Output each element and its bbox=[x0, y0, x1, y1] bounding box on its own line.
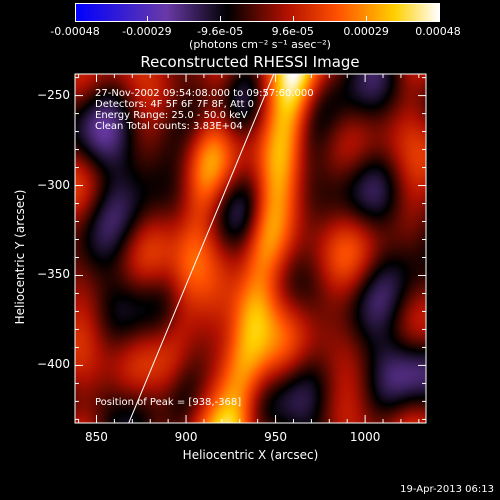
x-tick-label: 900 bbox=[174, 430, 198, 444]
heatmap-image bbox=[75, 74, 426, 423]
counts-annotation: Clean Total counts: 3.83E+04 bbox=[95, 121, 243, 132]
colorbar-tick-label: -9.6e-05 bbox=[197, 25, 244, 38]
y-tick-label: −400 bbox=[37, 357, 70, 372]
colorbar-tick-label: 0.00048 bbox=[415, 25, 461, 38]
y-tick-label: −300 bbox=[37, 177, 70, 192]
colorbar bbox=[75, 3, 439, 21]
x-tick-label: 950 bbox=[264, 430, 288, 444]
colorbar-tick-label: -0.00029 bbox=[122, 25, 172, 38]
colorbar-unit-label: (photons cm⁻² s⁻¹ asec⁻²) bbox=[189, 38, 331, 51]
colorbar-tick bbox=[220, 16, 222, 21]
time-range-annotation: 27-Nov-2002 09:54:08.000 to 09:57:60.000 bbox=[95, 88, 314, 99]
colorbar-tick-label: -0.00048 bbox=[50, 25, 100, 38]
colorbar-tick bbox=[146, 16, 148, 21]
x-tick-label: 850 bbox=[85, 430, 108, 444]
colorbar-tick bbox=[366, 16, 368, 21]
colorbar-tick bbox=[292, 16, 294, 21]
colorbar-frame bbox=[75, 3, 440, 22]
footer-timestamp: 19-Apr-2013 06:13 bbox=[400, 484, 494, 495]
peak-position-label: Position of Peak = [938,-368] bbox=[95, 397, 242, 408]
colorbar-tick bbox=[438, 16, 439, 21]
x-axis-label: Heliocentric X (arcsec) bbox=[182, 448, 319, 462]
colorbar-tick-label: 0.00029 bbox=[343, 25, 389, 38]
chart-title: Reconstructed RHESSI Image bbox=[140, 53, 360, 71]
y-tick-label: −350 bbox=[37, 267, 70, 282]
x-tick-label: 1000 bbox=[349, 430, 381, 444]
energy-range-annotation: Energy Range: 25.0 - 50.0 keV bbox=[95, 110, 248, 121]
colorbar-tick bbox=[75, 16, 76, 21]
detectors-annotation: Detectors: 4F 5F 6F 7F 8F, Att 0 bbox=[95, 99, 255, 110]
y-axis-label: Heliocentric Y (arcsec) bbox=[13, 189, 27, 325]
plot-frame bbox=[74, 73, 427, 424]
y-tick-label: −250 bbox=[37, 87, 70, 102]
solar-limb-line bbox=[128, 73, 275, 424]
colorbar-tick-label: 9.6e-05 bbox=[271, 25, 314, 38]
